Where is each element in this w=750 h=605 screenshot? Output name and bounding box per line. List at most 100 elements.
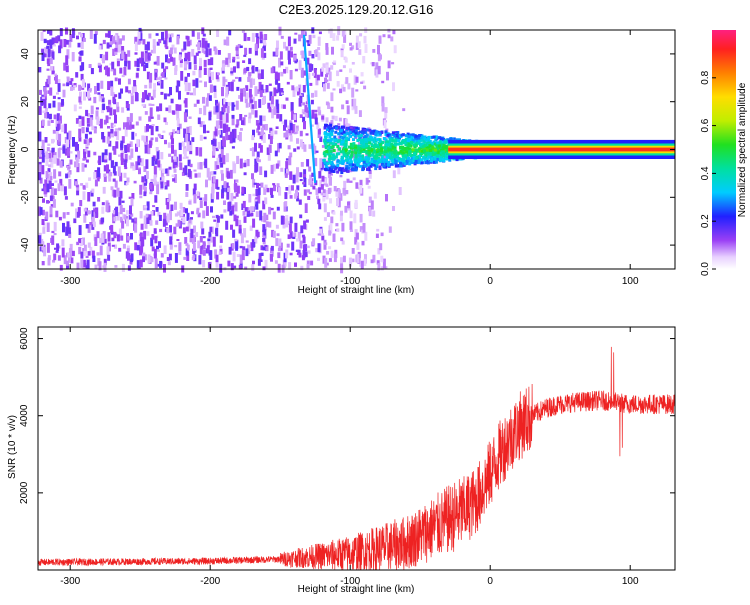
heatmap-cell bbox=[174, 65, 178, 72]
heatmap-cell bbox=[268, 83, 272, 86]
heatmap-cell bbox=[51, 195, 55, 200]
heatmap-cell bbox=[164, 139, 167, 145]
heatmap-cell bbox=[197, 42, 201, 51]
heatmap-cell bbox=[159, 228, 163, 233]
heatmap-cell bbox=[227, 134, 231, 140]
heatmap-cell bbox=[376, 153, 380, 156]
heatmap-cell bbox=[185, 243, 189, 246]
heatmap-cell bbox=[128, 155, 132, 160]
heatmap-cell bbox=[130, 95, 134, 105]
heatmap-cell bbox=[435, 141, 439, 145]
heatmap-cell bbox=[52, 95, 56, 99]
heatmap-cell bbox=[349, 68, 352, 73]
heatmap-cell bbox=[320, 68, 324, 77]
heatmap-cell bbox=[236, 185, 240, 194]
heatmap-cell bbox=[241, 30, 245, 33]
heatmap-cell bbox=[366, 159, 370, 163]
heatmap-cell bbox=[80, 251, 84, 259]
heatmap-cell bbox=[166, 180, 170, 187]
heatmap-cell bbox=[156, 150, 160, 160]
heatmap-cell bbox=[336, 164, 340, 167]
heatmap-cell bbox=[214, 249, 218, 259]
heatmap-cell bbox=[125, 182, 129, 185]
heatmap-cell bbox=[169, 87, 172, 96]
heatmap-cell bbox=[339, 213, 343, 222]
heatmap-cell bbox=[251, 147, 255, 157]
heatmap-cell bbox=[199, 197, 203, 200]
heatmap-cell bbox=[65, 27, 68, 35]
heatmap-cell bbox=[106, 67, 110, 77]
heatmap-cell bbox=[283, 69, 286, 74]
heatmap-cell bbox=[139, 33, 143, 41]
heatmap-cell bbox=[123, 122, 126, 130]
heatmap-cell bbox=[187, 159, 191, 167]
heatmap-cell bbox=[417, 160, 421, 164]
heatmap-cell bbox=[258, 253, 262, 261]
heatmap-cell bbox=[343, 33, 347, 43]
heatmap-cell bbox=[55, 36, 59, 44]
heatmap-cell bbox=[260, 127, 264, 136]
heatmap-cell bbox=[326, 162, 330, 166]
heatmap-cell bbox=[384, 111, 388, 119]
heatmap-cell bbox=[118, 78, 121, 85]
heatmap-cell bbox=[134, 133, 137, 137]
heatmap-cell bbox=[334, 126, 338, 130]
heatmap-cell bbox=[268, 221, 272, 228]
heatmap-cell bbox=[63, 39, 67, 48]
heatmap-cell bbox=[291, 185, 294, 191]
heatmap-cell bbox=[238, 228, 242, 234]
heatmap-cell bbox=[342, 125, 346, 129]
heatmap-cell bbox=[149, 183, 153, 190]
heatmap-cell bbox=[126, 104, 130, 108]
heatmap-cell bbox=[375, 233, 379, 238]
heatmap-cell bbox=[129, 141, 133, 148]
x-tick-label: 100 bbox=[622, 576, 639, 587]
heatmap-cell bbox=[264, 124, 268, 131]
heatmap-cell bbox=[104, 155, 108, 160]
colorbar-tick-label: 0.4 bbox=[700, 166, 711, 180]
heatmap-cell bbox=[185, 61, 189, 65]
heatmap-cell bbox=[326, 251, 330, 255]
heatmap-cell bbox=[260, 245, 264, 251]
heatmap-cell bbox=[359, 130, 362, 134]
heatmap-cell bbox=[317, 257, 320, 261]
heatmap-cell bbox=[367, 153, 371, 157]
heatmap-cell bbox=[248, 112, 252, 119]
heatmap-cell bbox=[171, 110, 175, 114]
heatmap-cell bbox=[320, 233, 324, 236]
heatmap-cell bbox=[231, 114, 235, 119]
heatmap-cell bbox=[275, 238, 279, 247]
heatmap-cell bbox=[354, 164, 358, 168]
heatmap-cell bbox=[280, 61, 284, 66]
heatmap-cell bbox=[314, 109, 318, 113]
heatmap-cell bbox=[215, 120, 219, 129]
heatmap-cell bbox=[44, 47, 48, 53]
heatmap-cell bbox=[331, 124, 335, 128]
heatmap-cell bbox=[82, 185, 86, 189]
heatmap-cell bbox=[55, 118, 59, 129]
heatmap-cell bbox=[397, 159, 401, 163]
heatmap-cell bbox=[359, 226, 363, 232]
heatmap-cell bbox=[399, 161, 402, 165]
heatmap-cell bbox=[47, 143, 51, 146]
heatmap-cell bbox=[291, 124, 295, 134]
heatmap-cell bbox=[136, 139, 140, 147]
heatmap-cell bbox=[406, 132, 410, 136]
heatmap-cell bbox=[386, 71, 389, 81]
heatmap-cell bbox=[436, 157, 440, 161]
heatmap-cell bbox=[154, 68, 158, 77]
heatmap-cell bbox=[354, 144, 358, 148]
heatmap-cell bbox=[88, 64, 92, 68]
heatmap-cell bbox=[349, 128, 353, 132]
heatmap-cell bbox=[184, 61, 188, 68]
heatmap-cell bbox=[225, 102, 229, 108]
heatmap-cell bbox=[364, 164, 367, 168]
heatmap-cell bbox=[388, 226, 392, 233]
heatmap-cell bbox=[325, 150, 329, 153]
heatmap-cell bbox=[318, 128, 321, 135]
heatmap-cell bbox=[38, 150, 42, 158]
heatmap-cell bbox=[89, 246, 93, 256]
heatmap-cell bbox=[58, 216, 62, 221]
heatmap-cell bbox=[155, 126, 159, 132]
heatmap-cell bbox=[390, 36, 394, 42]
